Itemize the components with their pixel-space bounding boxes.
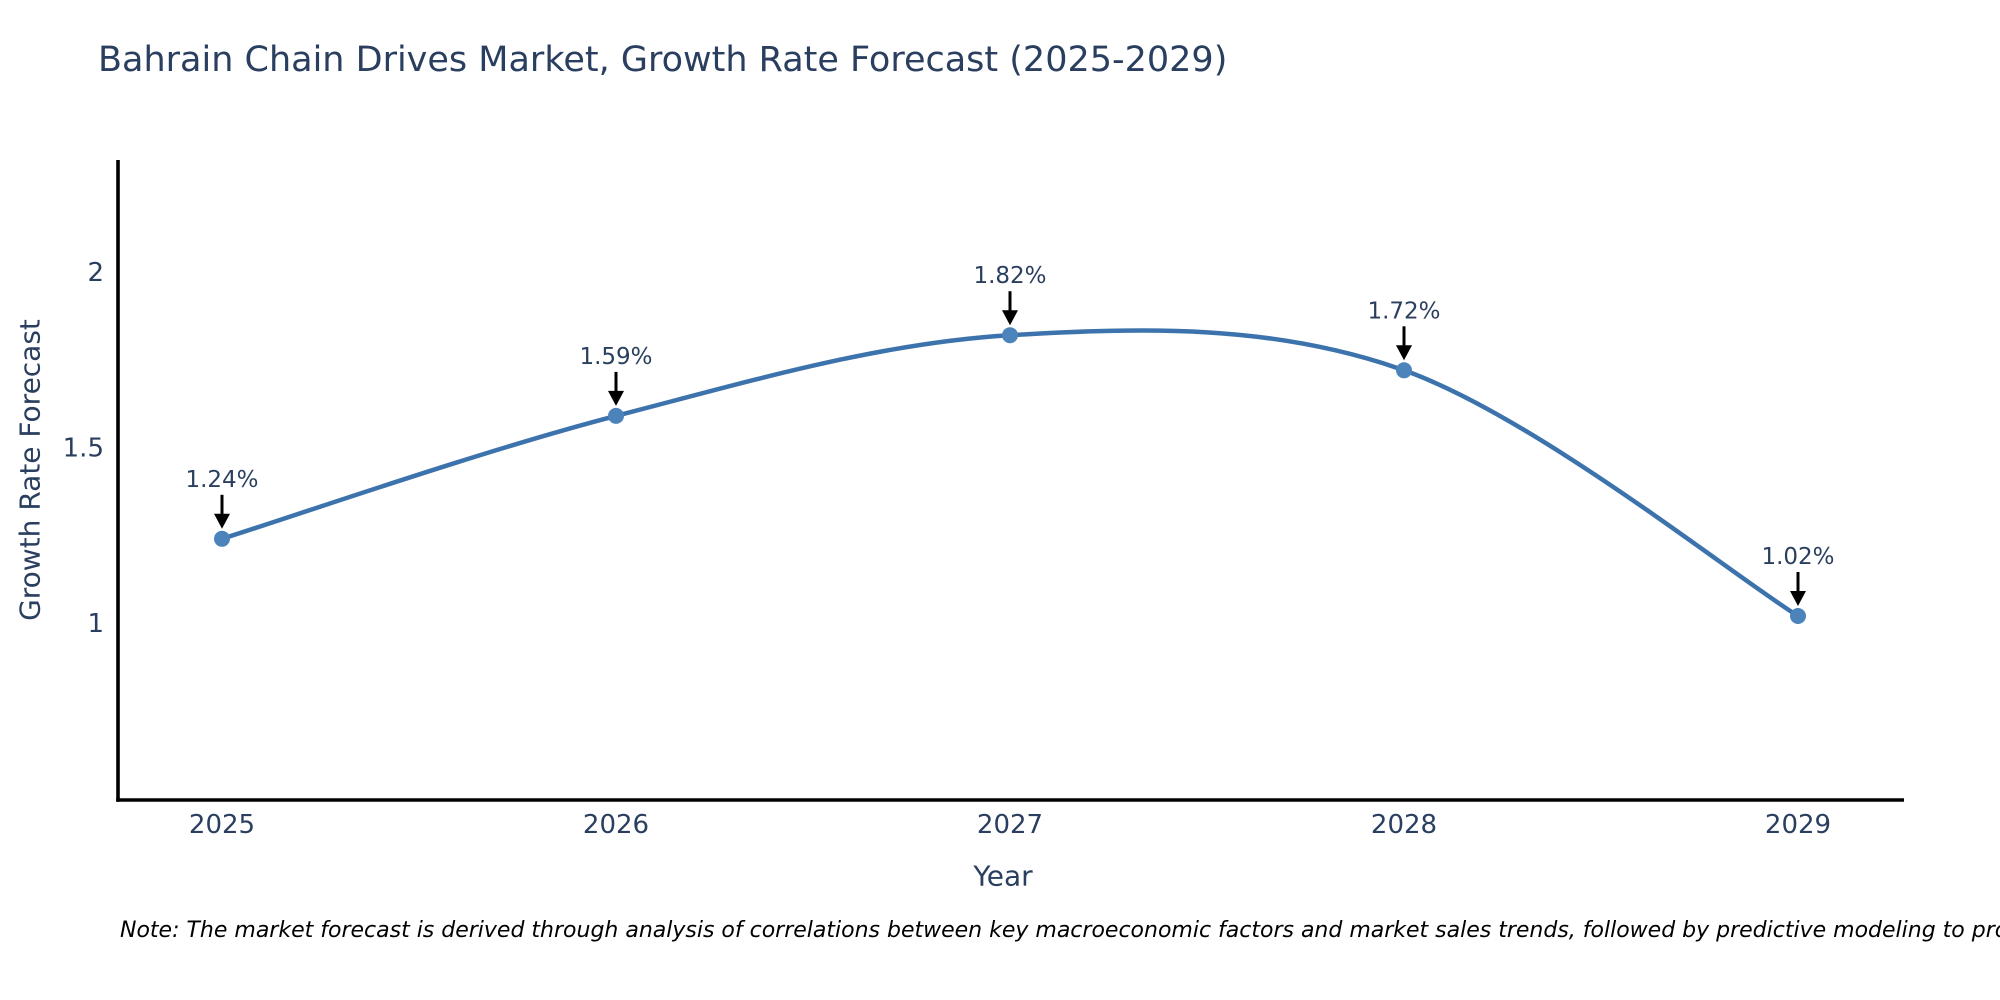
annotation-arrowhead [608, 390, 624, 406]
x-tick-label: 2028 [1371, 810, 1437, 840]
point-annotation-label: 1.72% [1367, 298, 1440, 324]
data-point-marker [1396, 362, 1412, 379]
point-annotation-label: 1.82% [973, 263, 1046, 289]
annotation-arrowhead [1790, 591, 1806, 606]
y-axis-title: Growth Rate Forecast [13, 319, 47, 621]
x-axis-title: Year [973, 859, 1033, 893]
y-tick-label: 2 [87, 258, 104, 288]
data-point-marker [608, 407, 624, 424]
chart-title: Bahrain Chain Drives Market, Growth Rate… [98, 40, 1228, 80]
x-tick-label: 2025 [189, 810, 255, 840]
annotation-arrowhead [1396, 345, 1412, 361]
x-tick-label: 2029 [1765, 810, 1831, 840]
point-annotation-label: 1.02% [1761, 544, 1834, 570]
data-point-marker [1002, 327, 1018, 344]
data-point-marker [214, 530, 230, 547]
point-annotation-label: 1.59% [579, 344, 652, 370]
annotation-arrowhead [214, 513, 230, 529]
y-tick-label: 1 [87, 609, 104, 639]
data-point-marker [1790, 608, 1806, 624]
footnote: Note: The market forecast is derived thr… [120, 918, 2000, 943]
y-tick-label: 1.5 [63, 434, 104, 464]
series-line [219, 328, 1801, 619]
annotation-arrowhead [1002, 310, 1018, 326]
point-annotation-label: 1.24% [185, 467, 258, 493]
x-tick-label: 2026 [583, 810, 649, 840]
x-tick-label: 2027 [977, 810, 1043, 840]
